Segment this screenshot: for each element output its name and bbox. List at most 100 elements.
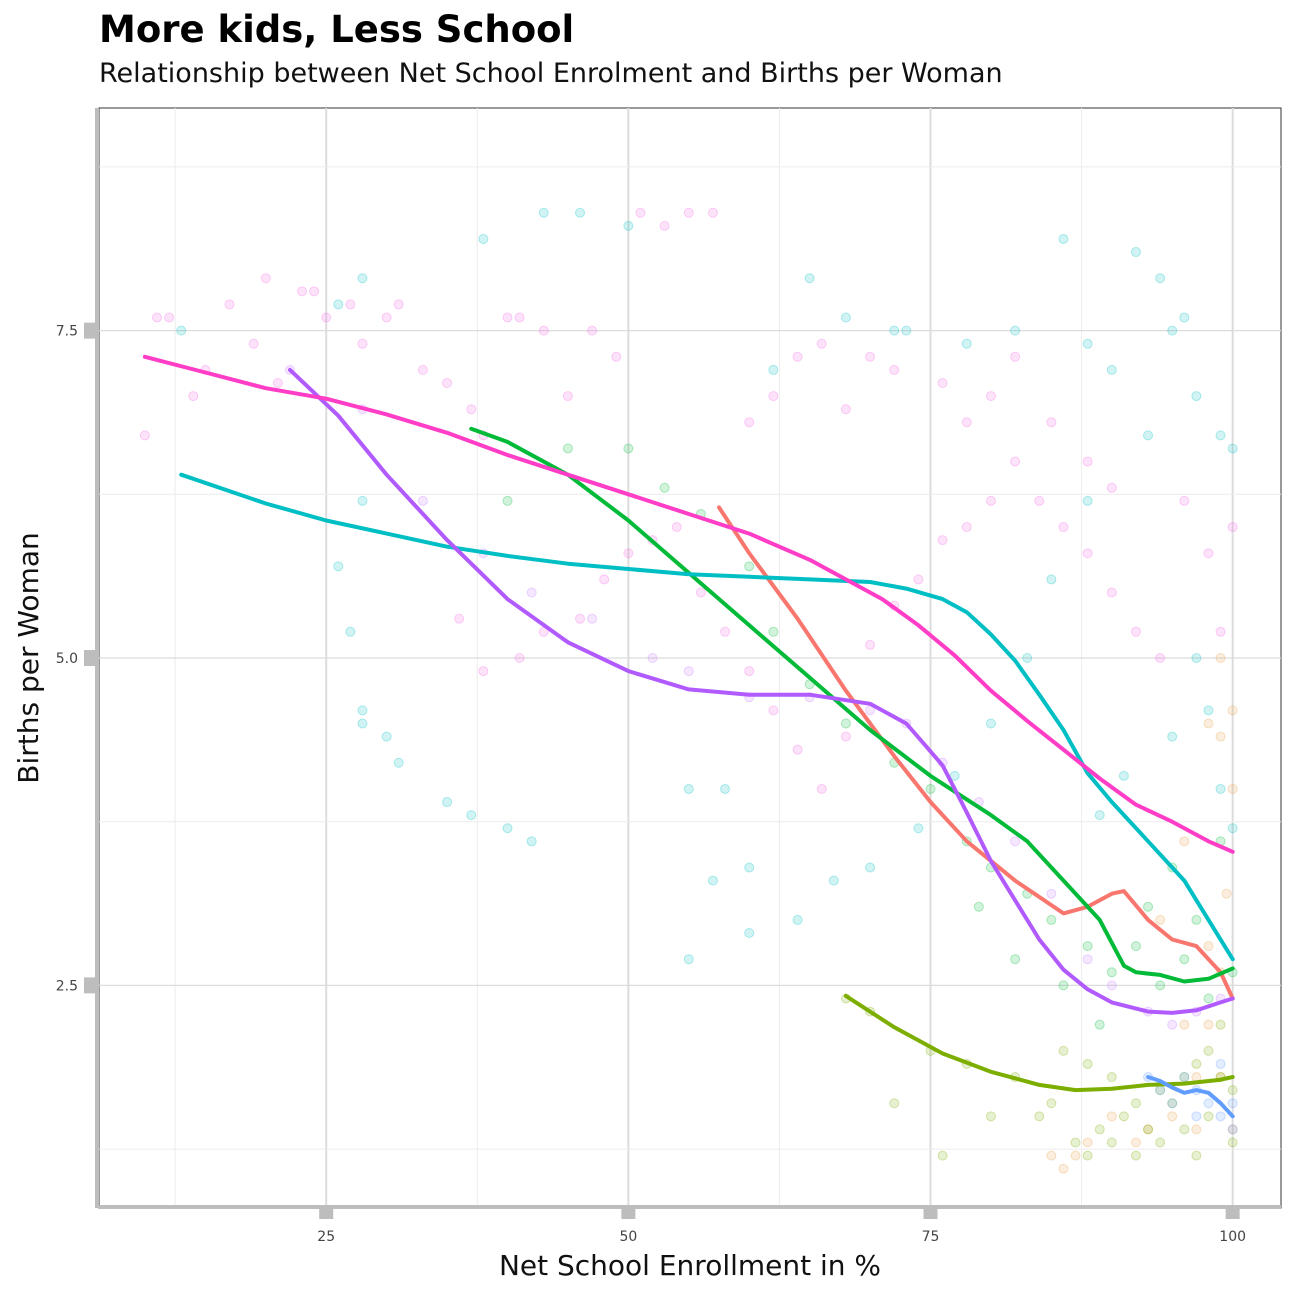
x-tick-label: 25 (317, 1229, 335, 1245)
data-point (1046, 417, 1057, 428)
data-point (828, 875, 839, 886)
data-point (1227, 823, 1238, 834)
chart-title: More kids, Less School (99, 8, 575, 51)
data-point (1215, 731, 1226, 742)
data-point (901, 325, 912, 336)
data-point (1215, 1111, 1226, 1122)
y-axis-title: Births per Woman (12, 532, 45, 783)
data-point (1227, 783, 1238, 794)
data-point (466, 810, 477, 821)
data-point (913, 574, 924, 585)
data-point (720, 626, 731, 637)
data-point (961, 417, 972, 428)
trend-line (288, 367, 1235, 1015)
data-point (1010, 456, 1021, 467)
data-point (1215, 430, 1226, 441)
data-point (417, 364, 428, 375)
data-point (1082, 495, 1093, 506)
data-point (744, 928, 755, 938)
data-point (224, 299, 235, 310)
data-point (478, 233, 489, 244)
data-point (139, 430, 150, 441)
data-point (478, 666, 489, 677)
data-point (913, 823, 924, 834)
data-point (985, 1111, 996, 1122)
data-point (357, 705, 368, 716)
data-point (1155, 1085, 1166, 1096)
data-point (1058, 1163, 1069, 1174)
data-point (393, 757, 404, 768)
data-point (768, 391, 779, 402)
data-point (623, 220, 634, 231)
data-point (925, 783, 936, 794)
data-point (381, 731, 392, 742)
data-point (1058, 980, 1069, 991)
x-tick-label: 50 (619, 1229, 637, 1245)
data-point (1130, 1150, 1141, 1161)
data-point (1058, 1045, 1069, 1056)
data-point (587, 325, 598, 336)
data-point (1130, 1098, 1141, 1109)
x-tick-label: 100 (1219, 1229, 1246, 1245)
data-point (623, 443, 634, 454)
data-point (1179, 1124, 1190, 1135)
data-point (502, 495, 513, 506)
data-point (683, 666, 694, 677)
data-point (1143, 1124, 1154, 1135)
data-point (1167, 1111, 1178, 1122)
data-point (1227, 443, 1238, 454)
y-tick-mark (84, 650, 96, 666)
data-point (1082, 1150, 1093, 1161)
data-point (1203, 1019, 1214, 1030)
data-point (804, 273, 815, 284)
data-point (792, 744, 803, 755)
data-point (1022, 653, 1033, 663)
trend-line (469, 426, 1235, 984)
data-point (345, 299, 356, 310)
data-point (840, 312, 851, 323)
data-point (526, 587, 537, 598)
data-point (1058, 233, 1069, 244)
data-point (1227, 1137, 1238, 1148)
data-point (1155, 914, 1166, 925)
data-point (1094, 810, 1105, 821)
data-point (683, 783, 694, 794)
data-point (865, 639, 876, 650)
data-point (1191, 653, 1202, 663)
data-point (1106, 364, 1117, 375)
x-axis-title: Net School Enrollment in % (499, 1249, 881, 1282)
data-point (816, 783, 827, 794)
data-point (1106, 1111, 1117, 1122)
data-point (840, 718, 851, 729)
data-point (1227, 705, 1238, 716)
data-point (1106, 967, 1117, 978)
grid-layer (99, 108, 1281, 1208)
data-point (321, 312, 332, 323)
x-tick-mark (1225, 1209, 1240, 1219)
data-point (1010, 836, 1021, 847)
y-tick-label: 7.5 (56, 324, 78, 340)
data-point (1082, 954, 1093, 965)
data-point (1203, 1045, 1214, 1056)
data-point (816, 338, 827, 349)
data-point (1179, 836, 1190, 847)
x-tick-mark (621, 1209, 636, 1219)
data-point (695, 587, 706, 598)
data-point (1203, 718, 1214, 729)
data-point (1143, 430, 1154, 441)
data-point (1082, 456, 1093, 467)
data-point (623, 548, 634, 559)
data-point (707, 207, 718, 218)
data-point (1155, 653, 1166, 663)
data-point (768, 364, 779, 375)
data-point (1215, 653, 1226, 663)
data-point (393, 299, 404, 310)
data-point (1203, 548, 1214, 559)
chart-subtitle: Relationship between Net School Enrolmen… (99, 58, 1003, 89)
x-tick-mark (923, 1209, 938, 1219)
data-point (152, 312, 163, 323)
data-point (1058, 522, 1069, 533)
data-point (297, 286, 308, 297)
data-point (442, 797, 453, 808)
data-point (587, 613, 598, 624)
